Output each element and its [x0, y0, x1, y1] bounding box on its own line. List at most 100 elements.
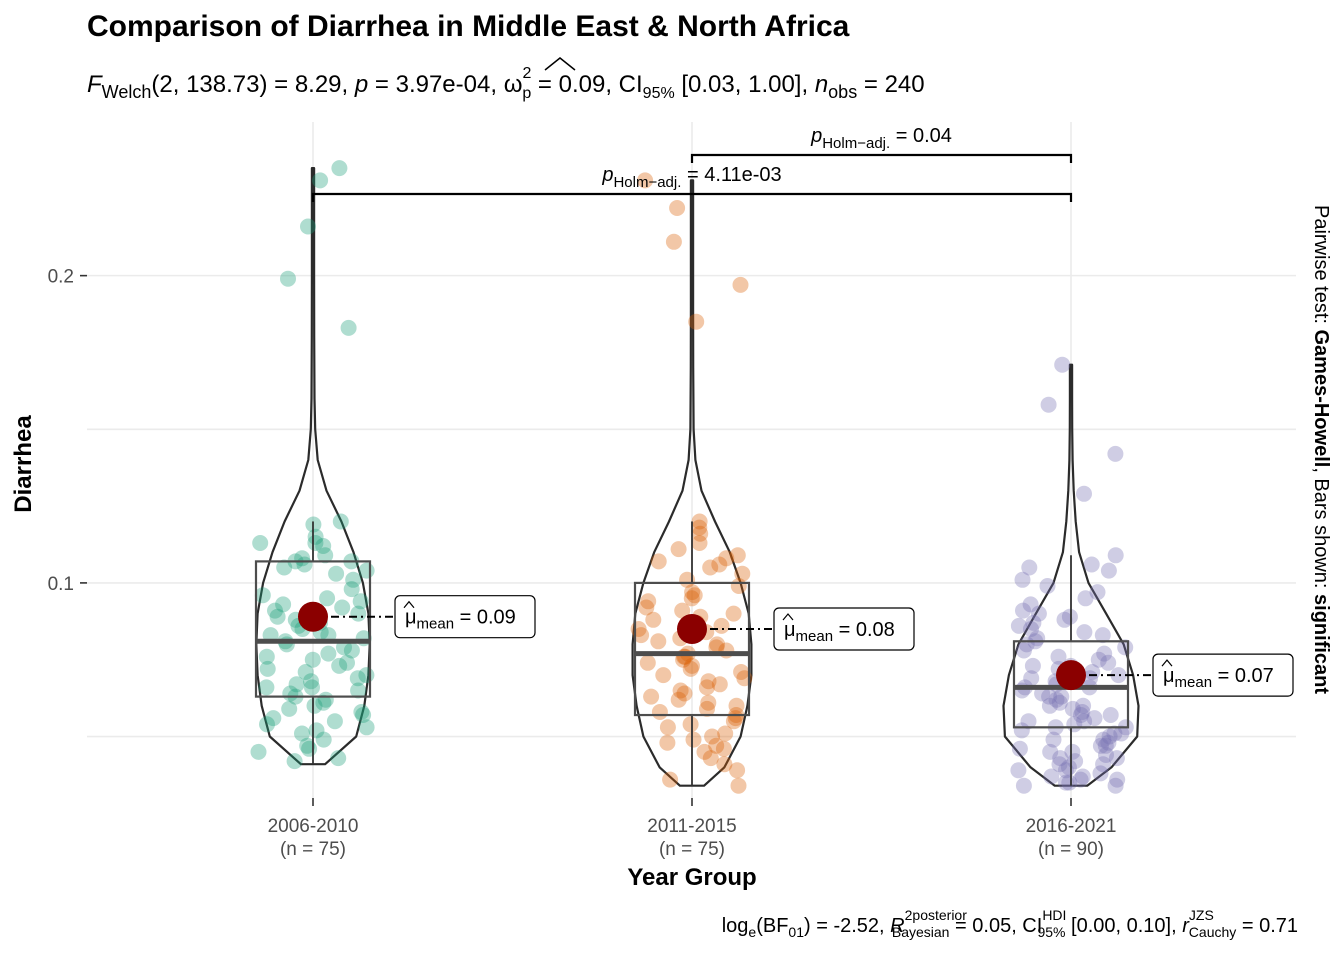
data-point — [698, 679, 715, 696]
pairwise-test-note: Pairwise test: Games-Howell, Bars shown:… — [1310, 205, 1332, 694]
data-point — [1077, 590, 1094, 607]
data-point — [1030, 605, 1047, 622]
data-point — [350, 605, 367, 622]
data-point — [275, 596, 292, 613]
data-point — [1010, 762, 1027, 779]
mean-label: μmean = 0.07 — [1163, 665, 1274, 691]
data-point — [659, 734, 676, 751]
data-point — [730, 578, 747, 594]
mean-layer: μmean = 0.09 μmean = 0.08 μmean = 0.07 — [298, 595, 1294, 697]
y-tick-label: 0.1 — [48, 574, 74, 595]
data-point — [639, 654, 656, 671]
data-point — [674, 602, 691, 619]
data-point — [1051, 694, 1068, 711]
data-point — [1094, 627, 1111, 644]
data-point — [1057, 774, 1074, 791]
data-point — [729, 762, 746, 779]
data-point — [1113, 725, 1130, 742]
data-point — [307, 535, 324, 551]
data-point — [708, 737, 725, 754]
data-point — [718, 642, 735, 659]
data-point — [1074, 704, 1091, 720]
data-point — [1052, 750, 1069, 767]
data-point — [691, 513, 708, 530]
box-2016-2021 — [1012, 640, 1130, 729]
data-point — [252, 535, 269, 551]
data-point — [1015, 777, 1032, 794]
data-point — [1107, 777, 1124, 794]
data-point — [1092, 765, 1109, 782]
data-point — [1048, 691, 1065, 708]
data-point — [699, 700, 715, 717]
data-point — [725, 605, 742, 622]
mean-point — [677, 614, 707, 644]
data-point — [276, 559, 293, 576]
data-point — [1096, 645, 1113, 662]
data-point — [1066, 716, 1083, 733]
data-point — [294, 725, 310, 742]
mean-label: μmean = 0.08 — [784, 619, 895, 645]
data-point — [1051, 756, 1068, 773]
data-point — [340, 319, 357, 336]
box-2011-2015 — [633, 581, 751, 717]
data-point — [286, 753, 303, 770]
y-tick-label: 0.2 — [48, 267, 74, 288]
data-point — [713, 617, 730, 634]
data-point — [643, 688, 660, 705]
subtitle-omega: 0.09 — [559, 71, 606, 98]
omega-hat — [544, 57, 576, 71]
data-point — [1100, 562, 1117, 579]
data-point — [259, 660, 276, 677]
data-point — [358, 719, 375, 736]
mean-label-box — [1152, 653, 1294, 697]
x-tick-label: 2016-2021 — [1026, 816, 1117, 837]
data-point — [682, 660, 699, 677]
data-point — [1106, 725, 1123, 742]
data-point — [732, 276, 749, 293]
data-point — [315, 538, 332, 554]
data-point — [684, 657, 700, 674]
data-point — [312, 172, 329, 189]
data-point — [1023, 621, 1039, 637]
data-point — [685, 731, 702, 748]
data-point — [670, 691, 687, 708]
data-point — [1076, 713, 1093, 730]
data-point — [672, 682, 689, 699]
data-point — [1075, 697, 1092, 714]
data-point — [1100, 654, 1117, 671]
data-point — [688, 313, 705, 330]
data-point — [645, 611, 662, 628]
data-point — [1098, 747, 1114, 763]
bracket-layer: pHolm−adj. = 0.04 pHolm−adj. = 4.11e-03 — [311, 125, 1073, 202]
data-point — [328, 565, 345, 582]
data-point — [303, 673, 319, 690]
data-point — [267, 602, 283, 619]
mean-label-box — [773, 607, 915, 651]
data-point — [1117, 639, 1134, 656]
data-point — [258, 648, 275, 665]
data-point — [349, 670, 366, 687]
bracket-label: pHolm−adj. = 0.04 — [810, 125, 952, 152]
data-point — [304, 651, 321, 668]
svg-text:FWelch(2, 138.73) = 8.29, p =: FWelch(2, 138.73) = 8.29, p = 3.97e-04, … — [87, 65, 925, 102]
data-point — [633, 627, 650, 644]
data-point — [638, 599, 655, 616]
data-point — [1056, 611, 1073, 628]
data-point — [704, 728, 721, 745]
data-point — [330, 750, 347, 767]
data-point — [1092, 737, 1109, 754]
data-point — [709, 636, 726, 653]
data-point — [1057, 762, 1074, 779]
data-point — [1015, 642, 1032, 659]
y-axis-title: Diarrhea — [10, 415, 37, 513]
data-point — [725, 713, 742, 730]
data-point — [696, 743, 713, 760]
data-point — [269, 608, 286, 625]
data-point — [300, 218, 316, 235]
data-point — [1054, 356, 1071, 373]
data-point — [1023, 670, 1040, 687]
data-point — [659, 719, 676, 736]
x-tick-label: 2006-2010 — [268, 816, 359, 837]
data-point — [692, 525, 709, 542]
violin-layer — [255, 167, 1140, 787]
